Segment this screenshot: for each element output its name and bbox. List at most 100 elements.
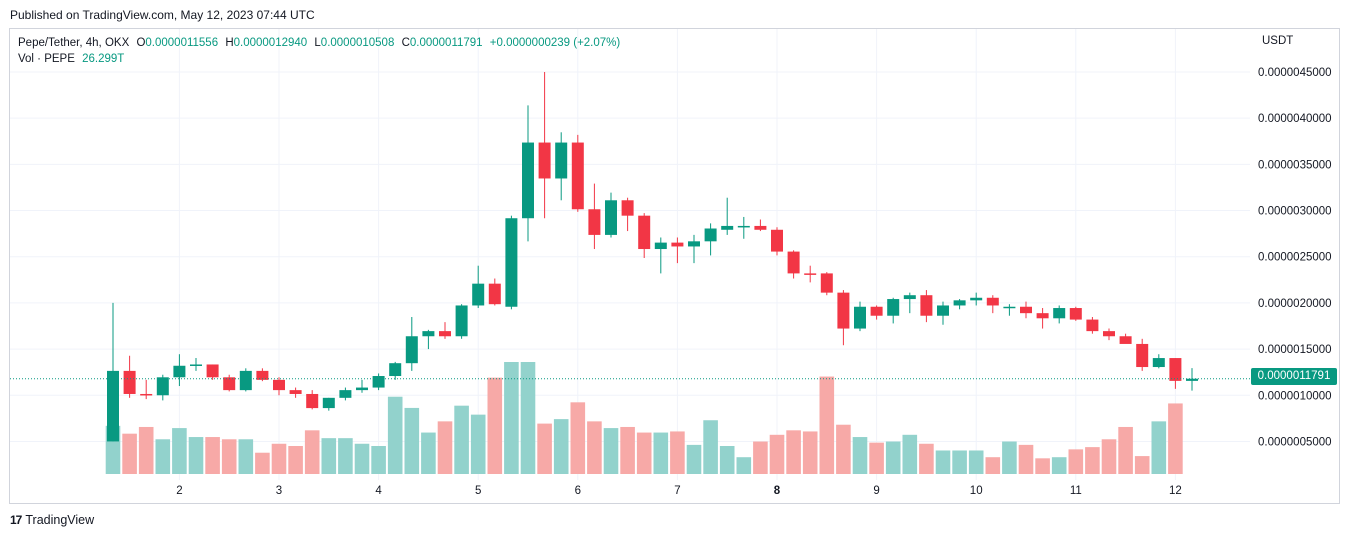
high-label: H bbox=[225, 37, 234, 49]
volume-bar bbox=[935, 450, 951, 474]
candle-body bbox=[903, 295, 916, 300]
candle-body bbox=[986, 297, 999, 306]
volume-bar bbox=[919, 443, 934, 474]
candle-body bbox=[156, 377, 169, 396]
candle-body bbox=[1053, 308, 1066, 319]
volume-bar bbox=[255, 452, 270, 474]
volume-bar bbox=[1051, 457, 1067, 474]
volume-bar bbox=[1018, 444, 1034, 474]
volume-bar bbox=[1002, 441, 1017, 474]
candle-body bbox=[1169, 358, 1182, 381]
candle-body bbox=[837, 292, 850, 329]
candle-body bbox=[1119, 336, 1132, 344]
volume-bar bbox=[786, 430, 801, 474]
candle-body bbox=[289, 390, 302, 394]
y-tick-label: 0.0000020000 bbox=[1258, 298, 1332, 310]
candle-body bbox=[571, 142, 584, 210]
x-tick-label: 6 bbox=[575, 485, 581, 497]
volume-bar bbox=[636, 432, 652, 474]
y-tick-label: 0.0000035000 bbox=[1258, 159, 1332, 171]
volume-bar bbox=[753, 441, 768, 474]
volume-bar bbox=[288, 446, 303, 474]
x-tick-label: 2 bbox=[176, 485, 182, 497]
volume-bar bbox=[1068, 449, 1084, 474]
tradingview-logo-icon: 17 bbox=[10, 513, 22, 527]
candle-body bbox=[422, 331, 435, 337]
price-unit: USDT bbox=[1262, 35, 1294, 47]
volume-bar bbox=[968, 450, 984, 474]
chart-frame bbox=[9, 28, 1340, 504]
y-tick-label: 0.0000015000 bbox=[1258, 344, 1332, 356]
x-tick-label: 10 bbox=[970, 485, 983, 497]
volume-bar bbox=[620, 426, 635, 474]
candle-body bbox=[937, 305, 949, 316]
tradingview-brand[interactable]: 17 TradingView bbox=[10, 513, 94, 527]
candle-body bbox=[107, 370, 119, 442]
candle-body bbox=[820, 273, 833, 293]
candle-body bbox=[771, 229, 783, 252]
volume-bar bbox=[304, 430, 320, 474]
candle-body bbox=[472, 283, 485, 306]
volume-bar bbox=[188, 437, 204, 474]
candle-body bbox=[588, 209, 601, 235]
candle-body bbox=[538, 142, 551, 179]
open-value: 0.0000011556 bbox=[145, 37, 219, 49]
candle-body bbox=[654, 242, 667, 250]
volume-bar bbox=[1035, 458, 1050, 474]
volume-bar bbox=[985, 457, 1001, 474]
candle-body bbox=[1003, 306, 1016, 309]
volume-bar bbox=[338, 438, 353, 474]
volume-bar bbox=[952, 450, 967, 474]
volume-bar bbox=[155, 439, 171, 474]
candle-body bbox=[671, 242, 684, 247]
volume-bar bbox=[852, 437, 868, 474]
candle-body bbox=[405, 336, 418, 364]
candle-body bbox=[605, 200, 617, 235]
volume-bar bbox=[769, 434, 785, 474]
candle-body bbox=[787, 251, 800, 274]
candle-body bbox=[1103, 331, 1115, 337]
volume-bar bbox=[205, 437, 220, 474]
high-value: 0.0000012940 bbox=[233, 37, 308, 49]
candle-body bbox=[1136, 343, 1149, 368]
volume-bar bbox=[902, 434, 918, 474]
candle-body bbox=[1152, 358, 1165, 368]
ohlc-row: Pepe/Tether, 4h, OKX O0.0000011556 H0.00… bbox=[18, 35, 620, 51]
volume-bar bbox=[736, 457, 752, 474]
candle-body bbox=[870, 306, 883, 316]
volume-bar bbox=[570, 402, 586, 474]
candle-body bbox=[638, 215, 651, 250]
candle-body bbox=[389, 363, 402, 377]
low-label: L bbox=[314, 37, 321, 49]
x-tick-label: 7 bbox=[674, 485, 680, 497]
candle-body bbox=[256, 370, 269, 380]
volume-bar bbox=[172, 428, 187, 474]
volume-bar bbox=[1168, 403, 1183, 474]
x-tick-label: 5 bbox=[475, 485, 481, 497]
volume-bar bbox=[703, 420, 718, 474]
candle-body bbox=[804, 273, 817, 275]
published-note: Published on TradingView.com, May 12, 20… bbox=[10, 8, 315, 22]
x-tick-label: 12 bbox=[1169, 485, 1182, 497]
candle-body bbox=[1086, 319, 1099, 332]
volume-bar bbox=[587, 421, 602, 474]
brand-name: TradingView bbox=[25, 513, 95, 527]
volume-bar bbox=[819, 376, 835, 474]
candle-body bbox=[223, 377, 236, 391]
volume-bar bbox=[387, 396, 403, 474]
candle-body bbox=[953, 300, 966, 306]
candle-body bbox=[306, 393, 319, 409]
candle-body bbox=[621, 200, 634, 216]
candle-body bbox=[555, 142, 568, 179]
volume-bar bbox=[1151, 421, 1167, 474]
volume-bar bbox=[836, 424, 851, 474]
candle-body bbox=[322, 397, 335, 409]
volume-bar bbox=[603, 428, 619, 474]
candle-body bbox=[439, 331, 451, 337]
volume-bar bbox=[1101, 439, 1117, 474]
candle-body bbox=[737, 225, 750, 228]
candle-body bbox=[190, 364, 202, 366]
candle-body bbox=[356, 387, 368, 391]
candle-body bbox=[688, 241, 700, 247]
